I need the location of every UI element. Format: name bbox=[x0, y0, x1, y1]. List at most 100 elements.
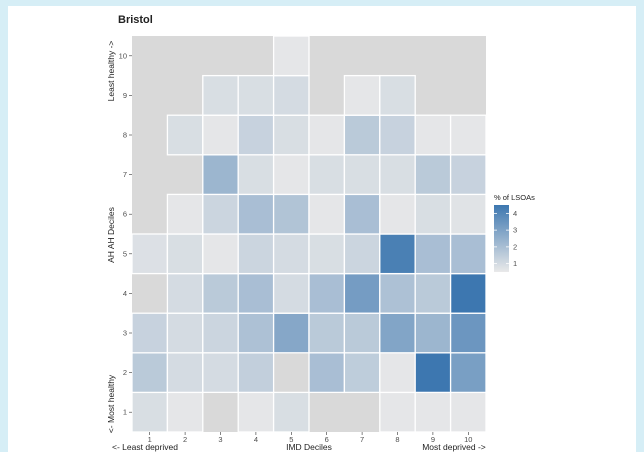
heatmap-cell-imd10-ahah8 bbox=[449, 114, 487, 156]
legend-tick-label: 1 bbox=[513, 259, 517, 268]
heatmap-cell-imd9-ahah7 bbox=[414, 154, 452, 196]
heatmap-cell-imd6-ahah7 bbox=[308, 154, 346, 196]
heatmap-cell-imd9-ahah4 bbox=[414, 272, 452, 314]
heatmap-cell-imd2-ahah8 bbox=[166, 114, 204, 156]
y-tick-label: 3 bbox=[123, 329, 127, 338]
heatmap-cell-imd6-ahah6 bbox=[308, 193, 346, 235]
x-axis-ticks: 1 2 3 4 5 6 7 8 9 10 bbox=[148, 432, 472, 444]
x-axis-left-note: <- Least deprived bbox=[112, 442, 178, 452]
heatmap-cell-imd1-ahah2 bbox=[131, 352, 169, 394]
heatmap-cell-imd7-ahah8 bbox=[343, 114, 381, 156]
x-tick-label: 7 bbox=[360, 435, 364, 444]
x-tick-label: 10 bbox=[464, 435, 472, 444]
heatmap-cell-imd4-ahah2 bbox=[237, 352, 275, 394]
heatmap-cell-imd2-ahah5 bbox=[166, 233, 204, 275]
x-tick-label: 2 bbox=[183, 435, 187, 444]
heatmap-cell-imd1-ahah3 bbox=[131, 312, 169, 354]
legend-colorbar bbox=[494, 205, 509, 272]
heatmap-cell-imd2-ahah4 bbox=[166, 272, 204, 314]
heatmap-cells bbox=[131, 35, 487, 433]
y-tick-label: 10 bbox=[119, 51, 127, 60]
heatmap-cell-imd2-ahah1 bbox=[166, 391, 204, 433]
heatmap-cell-imd5-ahah9 bbox=[272, 74, 310, 116]
heatmap-cell-imd10-ahah5 bbox=[449, 233, 487, 275]
heatmap-cell-imd5-ahah8 bbox=[272, 114, 310, 156]
x-tick-label: 5 bbox=[289, 435, 293, 444]
y-axis-ticks: 1 2 3 4 5 6 7 8 9 10 bbox=[119, 51, 132, 417]
y-axis-top-note: Least healthy -> bbox=[106, 41, 116, 102]
heatmap-cell-imd2-ahah3 bbox=[166, 312, 204, 354]
heatmap-cell-imd8-ahah7 bbox=[379, 154, 416, 196]
y-tick-label: 6 bbox=[123, 210, 127, 219]
heatmap-cell-imd7-ahah6 bbox=[343, 193, 381, 235]
heatmap-cell-imd8-ahah1 bbox=[379, 391, 416, 433]
y-tick-label: 1 bbox=[123, 408, 127, 417]
legend-title: % of LSOAs bbox=[494, 193, 535, 202]
heatmap-cell-imd10-ahah4 bbox=[449, 272, 487, 314]
x-tick-label: 6 bbox=[325, 435, 329, 444]
heatmap-cell-imd9-ahah3 bbox=[414, 312, 452, 354]
heatmap-cell-imd8-ahah6 bbox=[379, 193, 416, 235]
heatmap-cell-imd5-ahah1 bbox=[272, 391, 310, 433]
legend-tick-label: 4 bbox=[513, 209, 517, 218]
heatmap-cell-imd4-ahah1 bbox=[237, 391, 275, 433]
heatmap-cell-imd8-ahah9 bbox=[379, 74, 416, 116]
heatmap-cell-imd4-ahah8 bbox=[237, 114, 275, 156]
heatmap-cell-imd10-ahah6 bbox=[449, 193, 487, 235]
x-axis-title: IMD Deciles bbox=[286, 442, 332, 452]
heatmap-cell-imd6-ahah2 bbox=[308, 352, 346, 394]
y-tick-label: 5 bbox=[123, 249, 127, 258]
heatmap-cell-imd2-ahah2 bbox=[166, 352, 204, 394]
heatmap-cell-imd4-ahah9 bbox=[237, 74, 275, 116]
heatmap-cell-imd8-ahah8 bbox=[379, 114, 416, 156]
heatmap-cell-imd5-ahah7 bbox=[272, 154, 310, 196]
heatmap-cell-imd3-ahah3 bbox=[202, 312, 239, 354]
y-tick-label: 8 bbox=[123, 131, 127, 140]
heatmap-cell-imd10-ahah1 bbox=[449, 391, 487, 433]
chart-title: Bristol bbox=[118, 14, 153, 26]
heatmap-cell-imd3-ahah7 bbox=[202, 154, 239, 196]
heatmap-cell-imd10-ahah2 bbox=[449, 352, 487, 394]
heatmap-cell-imd7-ahah5 bbox=[343, 233, 381, 275]
heatmap-cell-imd1-ahah5 bbox=[131, 233, 169, 275]
y-tick-label: 9 bbox=[123, 91, 127, 100]
heatmap-cell-imd3-ahah5 bbox=[202, 233, 239, 275]
heatmap-cell-imd7-ahah2 bbox=[343, 352, 381, 394]
heatmap-cell-imd4-ahah7 bbox=[237, 154, 275, 196]
y-axis-title: AH AH Deciles bbox=[106, 207, 116, 263]
heatmap-cell-imd8-ahah3 bbox=[379, 312, 416, 354]
heatmap-cell-imd5-ahah10 bbox=[272, 35, 310, 77]
legend-tick-label: 2 bbox=[513, 242, 517, 251]
heatmap-cell-imd9-ahah6 bbox=[414, 193, 452, 235]
heatmap-cell-imd10-ahah3 bbox=[449, 312, 487, 354]
heatmap-cell-imd3-ahah9 bbox=[202, 74, 239, 116]
heatmap-cell-imd4-ahah4 bbox=[237, 272, 275, 314]
heatmap-cell-imd4-ahah6 bbox=[237, 193, 275, 235]
legend-tick-label: 3 bbox=[513, 226, 517, 235]
heatmap-cell-imd7-ahah7 bbox=[343, 154, 381, 196]
heatmap-cell-imd10-ahah7 bbox=[449, 154, 487, 196]
heatmap-cell-imd5-ahah6 bbox=[272, 193, 310, 235]
y-tick-label: 2 bbox=[123, 368, 127, 377]
heatmap-cell-imd3-ahah8 bbox=[202, 114, 239, 156]
heatmap-cell-imd6-ahah8 bbox=[308, 114, 346, 156]
heatmap-cell-imd9-ahah5 bbox=[414, 233, 452, 275]
x-tick-label: 1 bbox=[148, 435, 152, 444]
heatmap-cell-imd3-ahah2 bbox=[202, 352, 239, 394]
heatmap-cell-imd7-ahah3 bbox=[343, 312, 381, 354]
x-axis-right-note: Most deprived -> bbox=[422, 442, 486, 452]
heatmap-cell-imd3-ahah4 bbox=[202, 272, 239, 314]
y-tick-label: 7 bbox=[123, 170, 127, 179]
x-tick-label: 8 bbox=[395, 435, 399, 444]
heatmap-cell-imd8-ahah5 bbox=[379, 233, 416, 275]
y-tick-label: 4 bbox=[123, 289, 127, 298]
heatmap-cell-imd7-ahah4 bbox=[343, 272, 381, 314]
heatmap-cell-imd8-ahah2 bbox=[379, 352, 416, 394]
x-tick-label: 3 bbox=[218, 435, 222, 444]
chart-page: Bristol 1 2 3 4 5 6 7 8 9 10 1 2 3 4 5 6 7 8 9 10 <- Least… bbox=[8, 6, 636, 452]
heatmap-cell-imd6-ahah5 bbox=[308, 233, 346, 275]
heatmap-chart: Bristol 1 2 3 4 5 6 7 8 9 10 1 2 3 4 5 6 7 8 9 10 <- Least… bbox=[106, 14, 535, 452]
heatmap-cell-imd6-ahah4 bbox=[308, 272, 346, 314]
legend-ticks: 1 2 3 4 bbox=[494, 209, 517, 268]
heatmap-cell-imd7-ahah9 bbox=[343, 74, 381, 116]
